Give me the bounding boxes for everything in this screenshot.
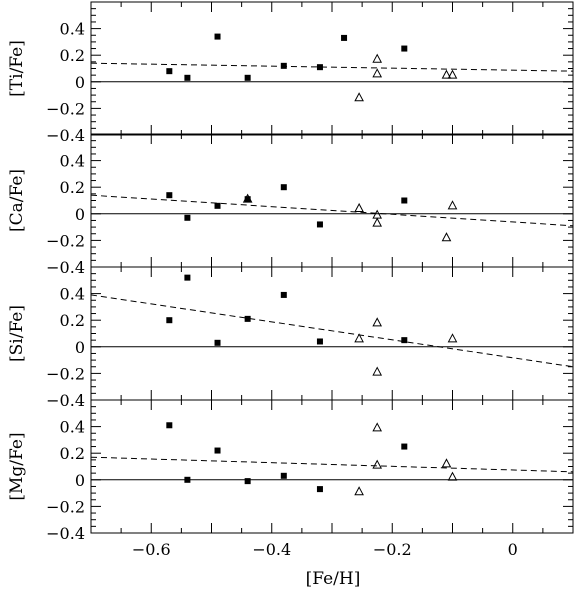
data-point-square: [166, 192, 173, 199]
data-point-square: [280, 184, 287, 191]
data-point-square: [184, 274, 191, 281]
data-point-triangle: [447, 333, 458, 343]
data-point-triangle: [354, 92, 364, 102]
y-axis-label: [Si/Fe]: [7, 305, 27, 362]
data-point-triangle: [372, 422, 383, 432]
data-point-square: [341, 34, 348, 41]
data-point-square: [244, 478, 251, 485]
data-point-triangle: [242, 193, 253, 203]
y-tick-label: 0.4: [60, 285, 85, 304]
data-point-triangle: [354, 202, 364, 212]
y-tick-label: −0.2: [46, 364, 85, 383]
data-point-square: [244, 315, 251, 322]
y-tick-label: 0: [75, 73, 85, 92]
panel-frame: [90, 266, 574, 401]
data-point-triangle: [447, 200, 458, 210]
data-point-square: [280, 62, 287, 69]
panel-4: 0.4 0.2 0 −0.2 −0.4 [Mg/Fe] −0.6 −0.4 −0.2 0: [7, 399, 574, 559]
data-point-square: [401, 337, 408, 344]
y-tick-label: 0.2: [60, 444, 85, 463]
data-point-square: [214, 339, 221, 346]
data-point-square: [166, 68, 173, 75]
data-point-square: [401, 197, 408, 204]
data-point-triangle: [372, 68, 383, 78]
fit-line: [90, 194, 574, 227]
y-tick-label: 0.4: [60, 152, 85, 171]
data-point-square: [316, 338, 323, 345]
panel-3: 0.4 0.2 0 −0.2 −0.4 [Si/Fe]: [7, 266, 574, 410]
y-tick-label: 0: [75, 338, 85, 357]
panel-frame: [90, 133, 574, 268]
data-point-square: [244, 74, 251, 81]
data-point-triangle: [372, 53, 383, 63]
y-tick-label: −0.4: [46, 524, 85, 543]
data-point-triangle: [441, 232, 452, 242]
y-tick-label: 0: [75, 471, 85, 490]
data-point-square: [280, 291, 287, 298]
data-point-triangle: [354, 333, 364, 343]
panel-frame: [90, 1, 574, 136]
y-axis-label: [Ca/Fe]: [7, 169, 27, 232]
x-tick-label: −0.4: [252, 540, 291, 559]
panels: 0.4 0.2 0 −0.2 −0.4 [Ti/Fe] 0.4 0.2 0 −0.2 −0.4 [Ca…: [7, 1, 574, 559]
x-axis-label: [Fe/H]: [306, 569, 361, 589]
data-point-square: [184, 74, 191, 81]
data-point-square: [166, 317, 173, 324]
y-tick-label: −0.4: [46, 258, 85, 277]
y-tick-label: −0.2: [46, 99, 85, 118]
fit-line: [90, 456, 574, 473]
data-point-triangle: [441, 69, 452, 79]
data-point-triangle: [447, 69, 458, 79]
data-point-square: [184, 214, 191, 221]
data-point-square: [214, 447, 221, 454]
data-point-square: [316, 486, 323, 493]
data-point-square: [316, 221, 323, 228]
data-point-square: [280, 472, 287, 479]
fit-line: [90, 294, 574, 368]
data-point-triangle: [372, 366, 383, 376]
y-axis-label: [Mg/Fe]: [7, 432, 27, 500]
data-point-square: [401, 45, 408, 52]
panel-2: 0.4 0.2 0 −0.2 −0.4 [Ca/Fe]: [7, 133, 574, 277]
data-point-triangle: [372, 217, 383, 227]
y-tick-label: 0.2: [60, 46, 85, 65]
y-tick-label: 0.4: [60, 418, 85, 437]
data-point-square: [214, 202, 221, 209]
data-point-square: [214, 33, 221, 40]
y-tick-label: 0.4: [60, 20, 85, 39]
data-point-triangle: [447, 471, 458, 481]
x-tick-label: −0.6: [132, 540, 171, 559]
x-tick-label: −0.2: [373, 540, 412, 559]
y-tick-label: 0.2: [60, 178, 85, 197]
data-point-triangle: [441, 458, 452, 468]
y-tick-label: −0.2: [46, 231, 85, 250]
data-point-square: [166, 422, 173, 429]
y-tick-label: 0.2: [60, 311, 85, 330]
panel-frame: [90, 399, 574, 534]
data-point-triangle: [372, 317, 383, 327]
fit-line: [90, 62, 574, 72]
y-tick-label: −0.4: [46, 126, 85, 145]
y-axis-label: [Ti/Fe]: [7, 40, 27, 97]
panel-1: 0.4 0.2 0 −0.2 −0.4 [Ti/Fe]: [7, 1, 574, 145]
data-point-triangle: [372, 459, 383, 469]
y-tick-label: −0.4: [46, 391, 85, 410]
y-tick-label: 0: [75, 205, 85, 224]
data-point-square: [401, 443, 408, 450]
y-tick-label: −0.2: [46, 497, 85, 516]
data-point-square: [244, 196, 251, 203]
data-point-triangle: [372, 209, 383, 219]
x-tick-label: 0: [508, 540, 518, 559]
data-point-triangle: [354, 486, 364, 496]
data-point-square: [316, 64, 323, 71]
data-point-square: [184, 476, 191, 483]
